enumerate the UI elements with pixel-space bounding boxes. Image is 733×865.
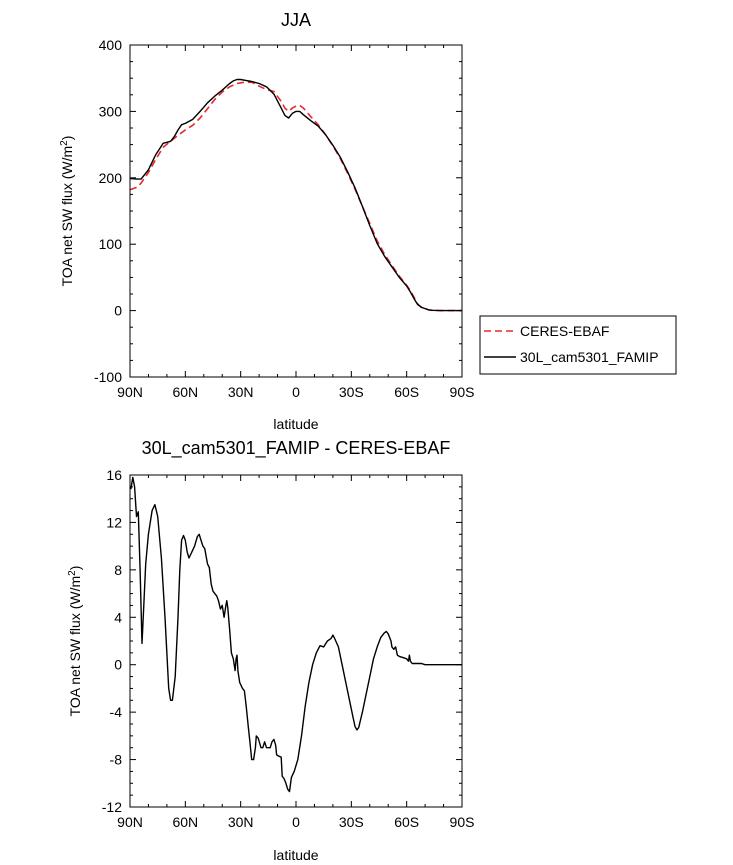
top-xtick-label: 60S — [394, 384, 419, 400]
top-series-line-cam5301 — [129, 78, 462, 312]
bottom-ytick-label: 12 — [106, 514, 122, 530]
bottom-xtick-label: 30S — [339, 814, 364, 830]
top-xtick-label: 90N — [117, 384, 143, 400]
top-xtick-label: 60N — [172, 384, 198, 400]
top-plot-frame — [129, 44, 463, 378]
top-xtick-label: 30S — [339, 384, 364, 400]
legend-box — [479, 315, 677, 375]
top-ytick-label: 400 — [99, 37, 123, 53]
legend-label-ceres-ebaf: CERES-EBAF — [520, 323, 609, 339]
bottom-x-axis-label: latitude — [273, 847, 318, 863]
bottom-ytick-label: 16 — [106, 467, 122, 483]
top-ytick-label: -100 — [94, 369, 122, 385]
top-y-axis-label-end: ) — [59, 136, 75, 141]
top-ytick-label: 300 — [99, 103, 123, 119]
bottom-tick-group: 90N 60N 30N 0 30S 60S 90S 16 12 8 4 0 -4 -8 -12 — [102, 467, 475, 830]
top-panel: JJA 90N 60N 30N 0 30S 60S 90S 400 300 200 100 0 -100… — [59, 10, 475, 432]
top-series-line-ceres-ebaf — [129, 81, 462, 312]
bottom-series-line-difference — [130, 476, 462, 793]
bottom-y-axis-label-end: ) — [67, 566, 83, 571]
top-xtick-label: 0 — [292, 384, 300, 400]
bottom-chart-title: 30L_cam5301_FAMIP - CERES-EBAF — [142, 438, 451, 459]
top-x-axis-label: latitude — [273, 416, 318, 432]
bottom-ytick-label: 8 — [114, 562, 122, 578]
bottom-xtick-label: 60S — [394, 814, 419, 830]
top-chart-title: JJA — [281, 10, 311, 30]
bottom-plot-frame — [129, 474, 463, 808]
top-y-axis-label-main: TOA net SW flux (W/m — [59, 146, 75, 287]
top-series-group — [129, 78, 462, 312]
bottom-xtick-label: 90S — [450, 814, 475, 830]
legend: CERES-EBAF 30L_cam5301_FAMIP — [479, 315, 677, 375]
bottom-ytick-label: 0 — [114, 657, 122, 673]
bottom-panel: 30L_cam5301_FAMIP - CERES-EBAF 90N 60N 30N… — [67, 438, 475, 863]
top-xtick-label: 30N — [228, 384, 254, 400]
bottom-xtick-label: 60N — [172, 814, 198, 830]
bottom-ytick-label: 4 — [114, 609, 122, 625]
bottom-xtick-label: 90N — [117, 814, 143, 830]
top-y-axis-label: TOA net SW flux (W/m2) — [59, 136, 76, 287]
bottom-ytick-label: -12 — [102, 799, 122, 815]
legend-label-cam5301: 30L_cam5301_FAMIP — [520, 349, 659, 365]
bottom-y-axis-label: TOA net SW flux (W/m2) — [67, 566, 84, 717]
top-ytick-label: 200 — [99, 170, 123, 186]
top-xtick-label: 90S — [450, 384, 475, 400]
top-ytick-label: 100 — [99, 236, 123, 252]
bottom-series-group — [130, 476, 462, 793]
bottom-y-axis-label-main: TOA net SW flux (W/m — [67, 576, 83, 717]
bottom-ytick-label: -8 — [110, 752, 123, 768]
bottom-y-axis-label-sup: 2 — [67, 570, 78, 576]
top-ytick-label: 0 — [114, 303, 122, 319]
top-y-axis-label-sup: 2 — [59, 140, 70, 146]
bottom-xtick-label: 30N — [228, 814, 254, 830]
bottom-xtick-label: 0 — [292, 814, 300, 830]
top-tick-group: 90N 60N 30N 0 30S 60S 90S 400 300 200 100 0 -100 — [94, 37, 474, 400]
bottom-ytick-label: -4 — [110, 704, 123, 720]
